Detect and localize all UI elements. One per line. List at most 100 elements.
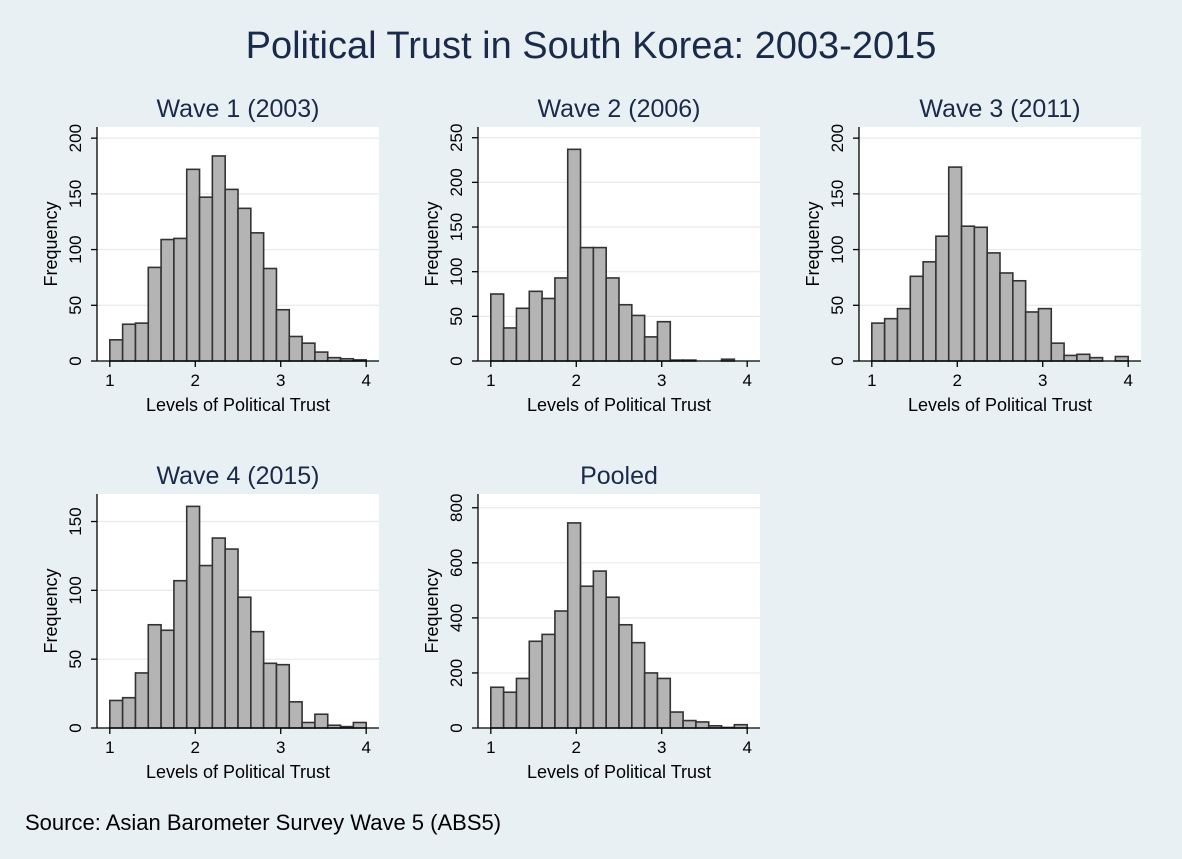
x-tick-label: 1 [105,738,114,757]
x-tick-label: 4 [1123,371,1132,390]
panel-pooled: 0 200 400 600 800 1 2 3 4 Pooled Levels of Politic… [422,462,760,782]
histogram-bar [643,336,659,362]
histogram-bar [947,166,963,362]
histogram-bar [515,307,531,362]
histogram-bar [618,303,633,362]
histogram-bar [134,322,150,362]
histogram-bar [1076,353,1091,362]
histogram-bar [173,579,188,729]
y-axis-label: Frequency [803,201,823,286]
x-tick-label: 1 [867,371,876,390]
histogram-bar [960,225,976,362]
x-tick-label: 1 [486,371,495,390]
histogram-bar [288,701,303,729]
histogram-bar [592,246,607,362]
histogram-bar [502,327,518,362]
histogram-bar [566,522,582,729]
histogram-bar [490,686,505,729]
y-axis-label: Frequency [422,568,442,653]
x-tick-label: 3 [276,738,285,757]
histogram-bar [618,623,633,729]
y-tick-label: 0 [66,356,85,365]
histogram-bar [1037,307,1053,362]
histogram-bar [871,322,886,362]
histogram-bar [631,314,646,362]
histogram-bar [237,596,252,729]
histogram-bar [109,699,124,729]
y-tick-label: 250 [447,124,466,152]
histogram-bar [262,267,278,362]
histogram-bar [935,235,950,362]
histogram-bar [198,564,214,729]
histogram-bar [275,663,291,729]
histogram-bar [541,633,556,729]
histogram-bar [224,548,239,729]
histogram-bar [314,351,329,362]
histogram-bar [973,226,988,362]
histogram-bar [314,713,329,729]
histogram-bar [695,721,710,729]
histogram-bar [605,277,620,362]
histogram-bar [528,640,543,729]
y-tick-label: 50 [828,296,847,315]
histogram-bar [275,308,291,362]
histogram-bar [224,188,239,362]
y-tick-label: 0 [447,356,466,365]
histogram-bar [541,297,556,362]
histogram-bar [211,155,226,362]
histogram-bar [198,196,214,362]
source-note: Source: Asian Barometer Survey Wave 5 (A… [25,810,501,835]
y-axis-label: Frequency [41,201,61,286]
y-tick-label: 50 [447,307,466,326]
x-tick-label: 4 [361,371,370,390]
y-tick-label: 100 [447,257,466,285]
panel-title: Wave 4 (2015) [156,462,319,490]
y-tick-label: 200 [447,659,466,687]
histogram-bar [605,596,620,729]
y-tick-label: 150 [66,180,85,208]
histogram-bar [173,237,188,362]
y-tick-label: 50 [66,296,85,315]
x-tick-label: 1 [105,371,114,390]
histogram-bar [502,691,518,729]
figure-title: Political Trust in South Korea: 2003-201… [246,25,937,67]
y-axis-label: Frequency [41,568,61,653]
histogram-bar [986,252,1001,362]
x-tick-label: 2 [953,371,962,390]
histogram-bar [121,696,137,729]
histogram-bar [250,232,265,362]
y-tick-label: 0 [66,723,85,732]
histogram-bar [592,570,607,729]
histogram-bar [147,266,162,362]
y-tick-label: 100 [66,576,85,604]
y-tick-label: 0 [447,723,466,732]
x-axis-label: Levels of Political Trust [146,762,330,782]
histogram-bar [262,662,278,729]
y-axis-label: Frequency [422,201,442,286]
y-tick-label: 150 [66,507,85,535]
x-tick-label: 3 [276,371,285,390]
panel-title: Pooled [580,462,658,490]
panel-title: Wave 2 (2006) [537,95,700,123]
x-tick-label: 4 [742,738,751,757]
histogram-bar [1063,354,1078,362]
histogram-bar [134,672,150,729]
x-tick-label: 2 [572,371,581,390]
x-tick-label: 1 [486,738,495,757]
x-tick-label: 3 [657,738,666,757]
histogram-bar [490,293,505,362]
histogram-bar [554,277,569,362]
histogram-bar [185,168,201,362]
x-tick-label: 4 [742,371,751,390]
y-tick-label: 100 [66,235,85,263]
y-tick-label: 200 [66,124,85,152]
histogram-bar [1024,311,1040,362]
histogram-bar [515,677,531,729]
x-axis-label: Levels of Political Trust [908,395,1092,415]
y-tick-label: 600 [447,549,466,577]
y-tick-label: 400 [447,604,466,632]
histogram-bar [147,623,162,729]
histogram-bar [352,721,367,729]
x-tick-label: 2 [191,738,200,757]
